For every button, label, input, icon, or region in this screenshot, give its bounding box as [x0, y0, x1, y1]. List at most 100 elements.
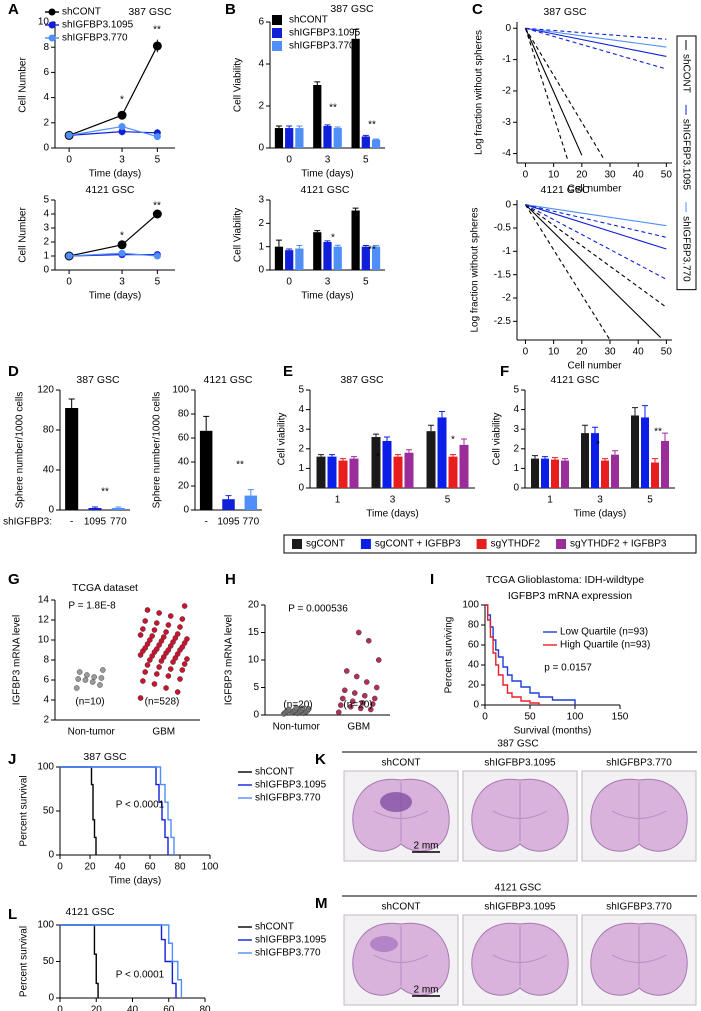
- legend-label: shIGFBP3.1095: [255, 935, 327, 946]
- y-axis-label: Cell Viability: [233, 58, 244, 112]
- y-tick-label: 3: [298, 424, 304, 435]
- legend-swatch: [476, 539, 487, 549]
- brain-detail: [492, 782, 548, 842]
- bar: [641, 417, 649, 488]
- annotation: (n=20): [343, 700, 372, 711]
- legend-label: shIGFBP3.1095: [255, 780, 327, 791]
- x-tick-label: 1: [547, 495, 553, 506]
- x-tick-label: 20: [576, 170, 588, 181]
- y-axis-label: Cell viability: [492, 413, 503, 466]
- legend-label: High Quartile (n=93): [560, 640, 650, 651]
- error-bar: [324, 240, 331, 242]
- y-tick-label: 0: [253, 710, 259, 721]
- chart-panel: 0 2 4 6 0 3 5 B 387 GSC Time (days) Cell Viability…: [225, 1, 385, 180]
- survival-curve: [60, 924, 177, 998]
- chart-title: 387 GSC: [330, 3, 374, 15]
- point: [153, 133, 161, 141]
- chart-panel: 0 50 100 0 20 40 60 80 100 J 387 GSC Time (days) Per…: [8, 751, 327, 887]
- error-bar: [406, 449, 412, 453]
- bar: [285, 250, 294, 270]
- legend-marker: [48, 21, 56, 29]
- x-tick-label: 0: [523, 170, 529, 181]
- y-tick-label: 40: [468, 660, 480, 671]
- y-tick-label: -2: [502, 86, 511, 97]
- error-bar: [642, 405, 648, 418]
- y-tick-label: 100: [172, 385, 189, 396]
- bar: [349, 458, 359, 488]
- y-tick-label: 80: [468, 620, 480, 631]
- y-tick-label: 10: [38, 635, 50, 646]
- chart-title: 387 GSC: [128, 6, 172, 18]
- bar: [338, 460, 348, 488]
- histology-panel: K 387 GSC shCONT shIGFBP3.1095 shIGFBP3.770 2…: [315, 739, 697, 862]
- bar: [382, 440, 392, 488]
- bar: [581, 433, 589, 488]
- annotation: **: [368, 120, 376, 131]
- point: [165, 673, 172, 679]
- survival-curve: [60, 766, 175, 855]
- annotation: *: [120, 231, 124, 242]
- point: [75, 676, 81, 682]
- x-tick-label: 0: [286, 155, 292, 166]
- y-tick-label: 4: [43, 695, 49, 706]
- chart-panel: 0 40 80 120 - 1095 770 D 387 GSC Sphere number/10…: [3, 363, 130, 528]
- x-tick-label: 5: [363, 277, 369, 288]
- point: [184, 656, 190, 662]
- point: [100, 667, 106, 673]
- y-tick-label: 1: [43, 251, 49, 262]
- legend-marker: [48, 34, 56, 42]
- point: [153, 252, 161, 260]
- point: [349, 698, 356, 705]
- point: [343, 668, 350, 674]
- x-tick-label: 770: [242, 517, 259, 528]
- chart-title: 387 GSC: [76, 374, 120, 386]
- bar: [274, 246, 284, 270]
- bar: [222, 499, 235, 510]
- bar: [448, 456, 458, 488]
- legend-swatch: [272, 28, 282, 38]
- y-tick-label: 0: [505, 199, 511, 210]
- point: [167, 613, 174, 619]
- error-bar: [340, 458, 346, 461]
- annotation: **: [329, 103, 337, 114]
- error-bar: [314, 230, 321, 233]
- bar: [295, 128, 304, 148]
- point: [137, 632, 144, 638]
- point: [359, 700, 366, 706]
- annotation: (n=528): [145, 697, 180, 708]
- legend-label: shIGFBP3.1095: [289, 28, 361, 39]
- scale-label: 2 mm: [414, 841, 439, 852]
- error-bar: [612, 450, 618, 455]
- x-tick-label: 50: [524, 712, 536, 723]
- point: [152, 41, 162, 51]
- column-label: shIGFBP3.770: [606, 902, 672, 913]
- bar: [459, 444, 469, 488]
- series-line: [68, 45, 158, 136]
- bar: [323, 125, 332, 148]
- x-tick-label: 30: [604, 347, 616, 358]
- survival-curve: [60, 924, 183, 998]
- point: [98, 675, 105, 681]
- brain-detail: [611, 782, 667, 842]
- x-tick-label: 1: [335, 495, 341, 506]
- point: [142, 618, 148, 624]
- y-tick-label: 40: [43, 465, 55, 476]
- point: [142, 669, 148, 675]
- x-tick-label: 60: [163, 1005, 175, 1011]
- point: [151, 681, 158, 687]
- error-bar: [384, 436, 390, 441]
- y-tick-label: 4: [43, 209, 49, 220]
- error-bar: [542, 456, 548, 459]
- legend-label: shCONT: [62, 7, 101, 18]
- y-tick-label: 4: [298, 404, 304, 415]
- y-tick-label: 40: [178, 457, 190, 468]
- x-tick-label: 0: [66, 277, 72, 288]
- error-bar: [352, 207, 359, 211]
- annotation: *: [376, 452, 380, 463]
- x-tick-label: 3: [325, 277, 331, 288]
- bar: [601, 460, 609, 488]
- y-axis-label: Sphere number/1000 cells: [15, 392, 26, 509]
- histology-panel: M 4121 GSC shCONT shIGFBP3.1095 shIGFBP3.770…: [315, 883, 697, 1006]
- x-tick-label: 0: [57, 1005, 63, 1011]
- chart-title: 387 GSC: [340, 374, 384, 386]
